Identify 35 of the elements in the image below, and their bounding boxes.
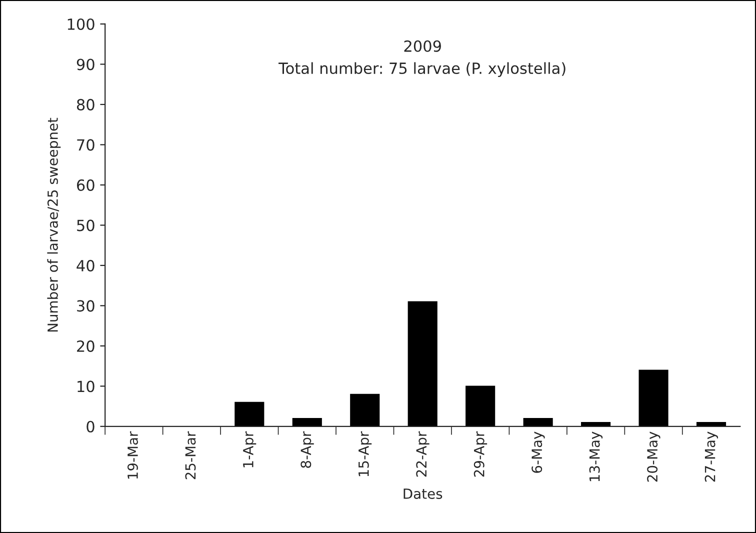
- x-tick-label: 29-Apr: [474, 431, 488, 477]
- bar: [696, 422, 726, 426]
- y-tick-label: 30: [77, 300, 94, 312]
- x-tick-label: 25-Mar: [185, 431, 196, 480]
- bar: [581, 422, 611, 426]
- text: Total number: 75 larvae (P. xylostella): [278, 62, 566, 77]
- y-tick-label: 0: [86, 420, 94, 432]
- text: 2009: [404, 40, 441, 52]
- y-tick-label: 100: [68, 18, 94, 30]
- y-tick-label: 60: [76, 179, 94, 191]
- x-tick-label: 22-Apr: [416, 431, 430, 477]
- x-tick-label: 19-Mar: [127, 431, 138, 479]
- y-tick-label: 40: [76, 260, 94, 272]
- x-tick-label: 8-Apr: [300, 431, 314, 468]
- y-tick-label: 70: [77, 139, 94, 151]
- y-tick-label: 10: [78, 380, 94, 392]
- x-tick-label: 15-Apr: [358, 431, 372, 476]
- bar: [292, 418, 322, 426]
- x-tick-label: 27-May: [704, 432, 718, 482]
- bar: [466, 386, 496, 426]
- x-tick-label: 6-May: [532, 432, 545, 473]
- y-tick-label: 90: [76, 58, 94, 70]
- x-tick-label: 1-Apr: [243, 431, 256, 468]
- bar: [523, 418, 553, 426]
- x-tick-label: 20-May: [647, 432, 660, 482]
- x-axis-title: Dates: [404, 488, 442, 499]
- bar: [350, 394, 380, 426]
- x-tick-label: 13-May: [589, 432, 603, 482]
- y-tick-label: 20: [77, 340, 94, 352]
- bar: [408, 301, 438, 426]
- y-tick-label: 80: [76, 98, 94, 110]
- bar: [638, 370, 668, 426]
- y-axis-title: Number of larvae/25 sweepnet: [47, 118, 61, 332]
- y-tick-label: 50: [77, 220, 94, 232]
- bar: [234, 402, 264, 426]
